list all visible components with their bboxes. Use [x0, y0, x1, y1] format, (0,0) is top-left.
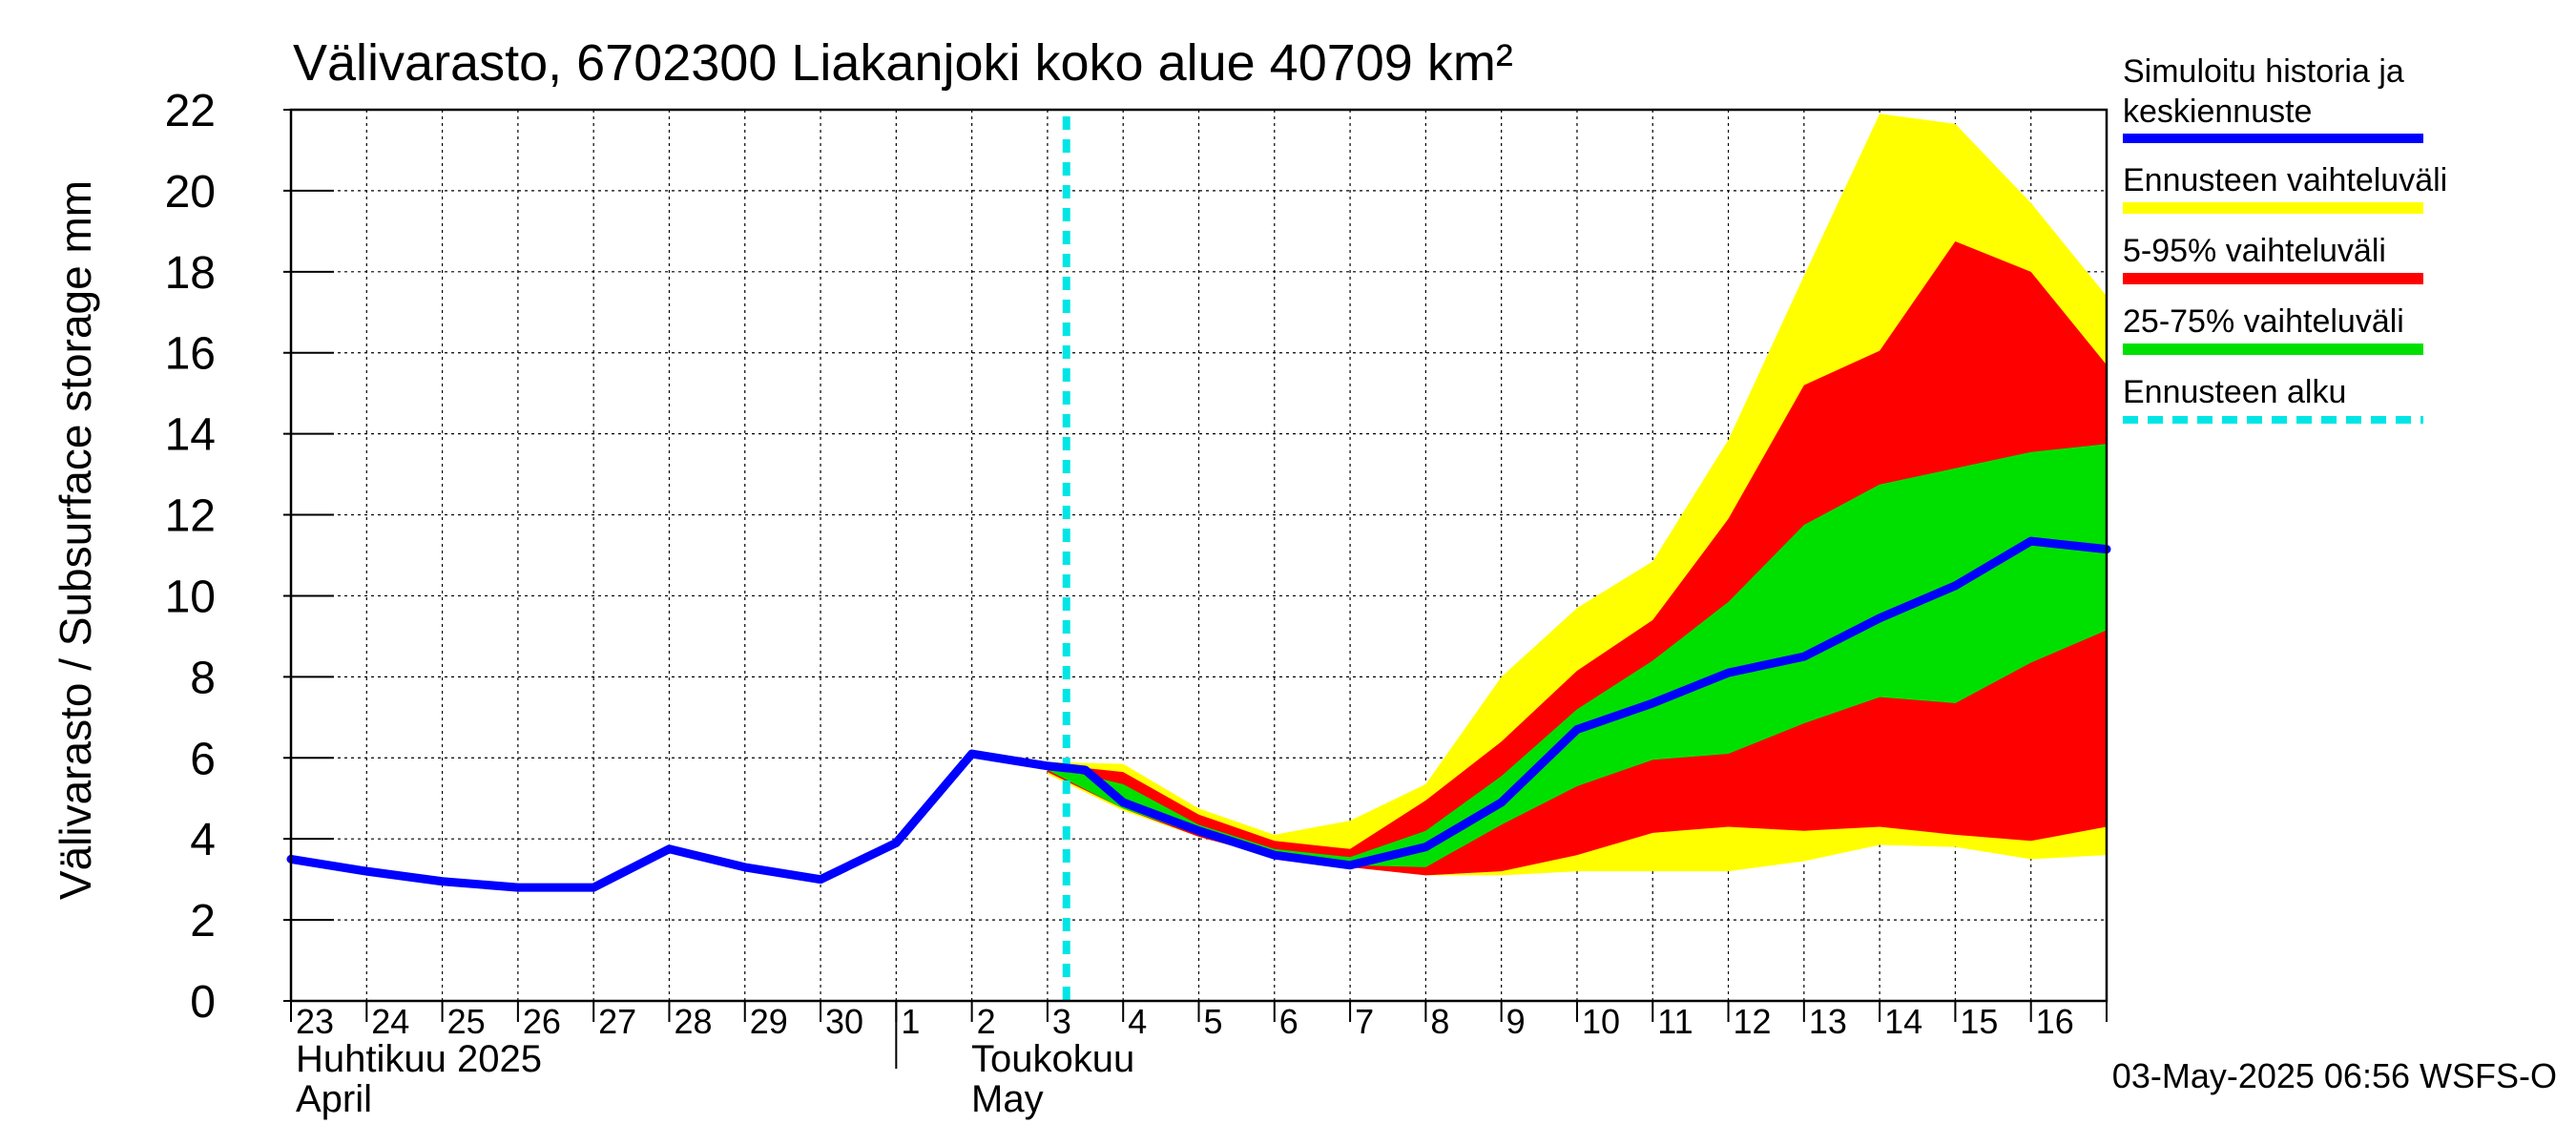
x-tick-label: 4 [1128, 1002, 1147, 1041]
x-tick-label: 2 [977, 1002, 996, 1041]
footer-timestamp: 03-May-2025 06:56 WSFS-O [2112, 1056, 2557, 1095]
x-tick-label: 6 [1279, 1002, 1298, 1041]
history-median-line [286, 536, 2111, 892]
x-tick-label: 8 [1430, 1002, 1449, 1041]
y-tick-label: 8 [190, 653, 216, 703]
x-tick-label: 23 [296, 1002, 334, 1041]
legend-label-range: Ennusteen vaihteluväli [2123, 162, 2447, 198]
month-label-april-fi: Huhtikuu 2025 [296, 1038, 542, 1080]
x-tick-label: 9 [1506, 1002, 1526, 1041]
forecast-bands [1047, 114, 2107, 876]
legend-label-history-line1: Simuloitu historia ja [2123, 53, 2404, 90]
plot-frame [289, 108, 2109, 1003]
x-tick-label: 14 [1884, 1002, 1922, 1041]
axes [283, 108, 2109, 1069]
x-tick-labels: 23 24 25 26 27 28 29 30 1 2 3 4 5 6 7 8 9 10 11 12 13 14 15 16 [296, 1002, 2074, 1041]
x-tick-label: 28 [674, 1002, 712, 1041]
x-tick-label: 7 [1355, 1002, 1374, 1041]
legend-label-forecast-start: Ennusteen alku [2123, 374, 2346, 410]
x-tick-label: 11 [1657, 1002, 1693, 1041]
x-tick-label: 12 [1734, 1002, 1772, 1041]
x-tick-label: 29 [750, 1002, 788, 1041]
x-tick-label: 10 [1582, 1002, 1620, 1041]
x-tick-label: 24 [371, 1002, 409, 1041]
y-tick-label: 20 [165, 167, 216, 218]
month-label-may-fi: Toukokuu [971, 1038, 1134, 1080]
x-tick-label: 16 [2036, 1002, 2074, 1041]
y-tick-label: 12 [165, 491, 216, 542]
legend-label-5-95: 5-95% vaihteluväli [2123, 233, 2386, 269]
x-tick-label: 3 [1052, 1002, 1071, 1041]
x-tick-label: 27 [598, 1002, 636, 1041]
x-tick-label: 1 [901, 1002, 920, 1041]
legend-label-25-75: 25-75% vaihteluväli [2123, 303, 2404, 340]
y-tick-label: 16 [165, 329, 216, 380]
y-tick-label: 2 [190, 896, 216, 947]
band-25-75-vaihteluv-li [1047, 444, 2107, 867]
y-axis-label: Välivarasto / Subsurface storage mm [51, 180, 100, 900]
y-tick-label: 4 [190, 815, 216, 865]
y-tick-label: 14 [165, 410, 216, 461]
x-tick-label: 15 [1960, 1002, 1998, 1041]
x-tick-label: 30 [825, 1002, 863, 1041]
y-tick-label: 6 [190, 734, 216, 784]
x-tick-label: 26 [523, 1002, 561, 1041]
y-tick-label: 18 [165, 248, 216, 299]
band-5-95-vaihteluv-li [1047, 240, 2107, 876]
y-tick-labels: 0 2 4 6 8 10 12 14 16 18 20 22 [165, 86, 216, 1028]
y-tick-label: 22 [165, 86, 216, 136]
x-tick-label: 5 [1204, 1002, 1223, 1041]
month-label-april-en: April [296, 1078, 372, 1120]
legend-label-history-line2: keskiennuste [2123, 94, 2312, 130]
y-tick-label: 10 [165, 572, 216, 622]
y-tick-label: 0 [190, 977, 216, 1028]
x-tick-label: 25 [447, 1002, 486, 1041]
chart-title: Välivarasto, 6702300 Liakanjoki koko alu… [293, 34, 1513, 92]
month-label-may-en: May [971, 1078, 1044, 1120]
series-lines [286, 116, 2111, 1001]
legend: Simuloitu historia ja keskiennuste Ennus… [2123, 53, 2447, 424]
x-tick-label: 13 [1809, 1002, 1847, 1041]
